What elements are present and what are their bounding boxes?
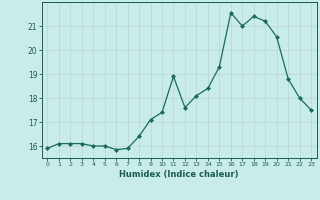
X-axis label: Humidex (Indice chaleur): Humidex (Indice chaleur) bbox=[119, 170, 239, 179]
